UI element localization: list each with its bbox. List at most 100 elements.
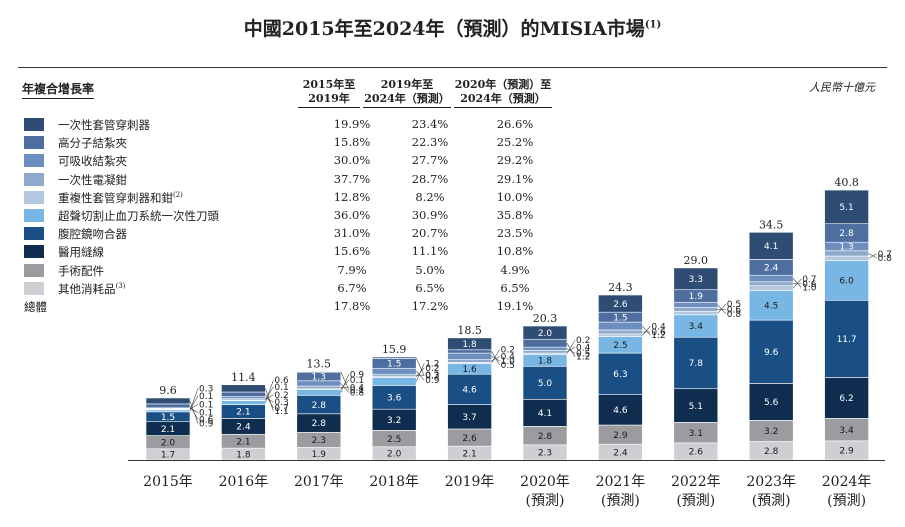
legend-cagr: 8.2% (415, 189, 445, 204)
segment-value-label: 1.5 (161, 413, 175, 423)
x-tick-label: (預測) (676, 493, 715, 509)
bar-segment (522, 350, 568, 354)
callout-value-label: 0.3 (425, 371, 439, 381)
x-tick-label: 2022年 (671, 474, 721, 490)
callout-line (491, 349, 500, 364)
bar-segment (221, 384, 266, 393)
bar-segment (824, 255, 869, 261)
segment-value-label: 2.8 (538, 432, 553, 442)
bar-segment (748, 285, 794, 291)
segment-value-label: 1.8 (236, 450, 251, 460)
legend-swatch (24, 190, 44, 204)
segment-value-label: 2.1 (161, 425, 175, 435)
legend-cagr: 25.2% (496, 135, 534, 150)
bar-segment (673, 311, 719, 316)
callout-value-label: 1.2 (425, 359, 439, 369)
bar-total-label: 11.4 (231, 371, 256, 384)
callout-value-label: 0.5 (501, 361, 515, 371)
bar-segment (824, 260, 869, 301)
callout-line (642, 325, 651, 336)
callout-line (265, 388, 274, 411)
legend-swatch (24, 263, 44, 277)
bar-segment (145, 403, 191, 409)
callout-value-label: 0.1 (199, 409, 213, 419)
callout-value-label: 0.2 (425, 372, 439, 382)
cagr-header-line: 2019年 (308, 92, 350, 105)
segment-value-label: 2.6 (462, 434, 477, 444)
callout-value-label: 0.5 (727, 300, 741, 310)
segment-value-label: 3.6 (387, 394, 402, 404)
title-rule (18, 67, 887, 68)
callout-line (265, 394, 274, 408)
legend-swatch (24, 172, 44, 186)
x-tick-label: (預測) (526, 493, 565, 509)
segment-value-label: 2.5 (387, 435, 401, 445)
segment-value-label: 3.4 (839, 426, 854, 436)
segment-value-label: 2.9 (613, 431, 628, 441)
bar-total-label: 20.3 (533, 312, 558, 325)
legend-cagr: 6.7% (337, 280, 367, 295)
callout-line (189, 395, 199, 410)
segment-value-label: 2.8 (839, 229, 854, 239)
callout-value-label: 0.6 (727, 306, 742, 316)
legend-cagr: 22.3% (411, 135, 449, 150)
callout-value-label: 1.1 (274, 407, 288, 417)
segment-value-label: 1.9 (312, 450, 327, 460)
bar-segment (673, 336, 719, 390)
segment-value-label: 3.2 (764, 427, 778, 437)
legend-cagr: 10.8% (496, 244, 534, 259)
bar-total-label: 40.8 (834, 176, 859, 189)
segment-value-label: 2.5 (613, 341, 627, 351)
callout-line (868, 253, 877, 259)
x-tick-label: 2020年 (520, 474, 570, 490)
x-tick-label: (預測) (827, 493, 866, 509)
callout-value-label: 0.7 (878, 250, 892, 260)
bar-segment (221, 391, 266, 397)
bar-segment (447, 349, 492, 354)
segment-value-label: 2.4 (764, 263, 779, 273)
callout-value-label: 0.1 (350, 386, 364, 396)
bar-segment (522, 338, 568, 348)
segment-value-label: 4.6 (613, 406, 628, 416)
bar-segment (748, 232, 794, 260)
legend-row: 一次性套管穿刺器 19.9% 23.4% 26.6% (22, 116, 582, 134)
legend-swatch (24, 118, 44, 131)
segment-value-label: 3.4 (689, 322, 704, 332)
bar-segment (748, 274, 794, 283)
segment-value-label: 2.9 (839, 447, 854, 457)
segment-value-label: 6.3 (613, 370, 627, 380)
callout-value-label: 0.1 (199, 392, 213, 402)
segment-value-label: 1.8 (462, 340, 477, 350)
callout-value-label: 0.6 (802, 280, 817, 290)
legend-row: 手術配件 7.9% 5.0% 4.9% (22, 262, 582, 280)
x-tick-label: 2018年 (369, 474, 419, 490)
bar-segment (371, 356, 417, 359)
segment-value-label: 2.4 (613, 448, 628, 458)
segment-value-label: 4.1 (538, 409, 552, 419)
bar-segment (447, 359, 492, 363)
callout-value-label: 0.9 (350, 370, 365, 380)
bar-total-label: 34.5 (759, 218, 784, 231)
legend-cagr: 5.0% (415, 262, 445, 277)
legend-label: 其他消耗品(3) (58, 281, 126, 296)
segment-value-label: 5.6 (764, 398, 779, 408)
legend-swatch (24, 154, 44, 168)
callout-line (717, 303, 727, 314)
cagr-header-line: 2019年至 (380, 78, 434, 91)
legend-cagr: 19.9% (333, 117, 371, 131)
bar-segment (598, 294, 643, 313)
bar-segment (824, 377, 869, 419)
legend-cagr: 7.9% (337, 262, 367, 277)
callout-line (340, 383, 350, 393)
legend-row: 其他消耗品(3) 6.7% 6.5% 6.5% (22, 280, 582, 298)
segment-value-label: 6.0 (839, 277, 854, 287)
callout-value-label: 1.2 (651, 331, 665, 341)
bar-segment (673, 301, 719, 308)
bar-segment (598, 329, 643, 335)
bar-segment (296, 371, 342, 373)
segment-value-label: 5.1 (839, 203, 853, 213)
bar-total-label: 15.9 (382, 343, 407, 356)
callout-line (717, 304, 727, 315)
callout-line (415, 371, 425, 381)
